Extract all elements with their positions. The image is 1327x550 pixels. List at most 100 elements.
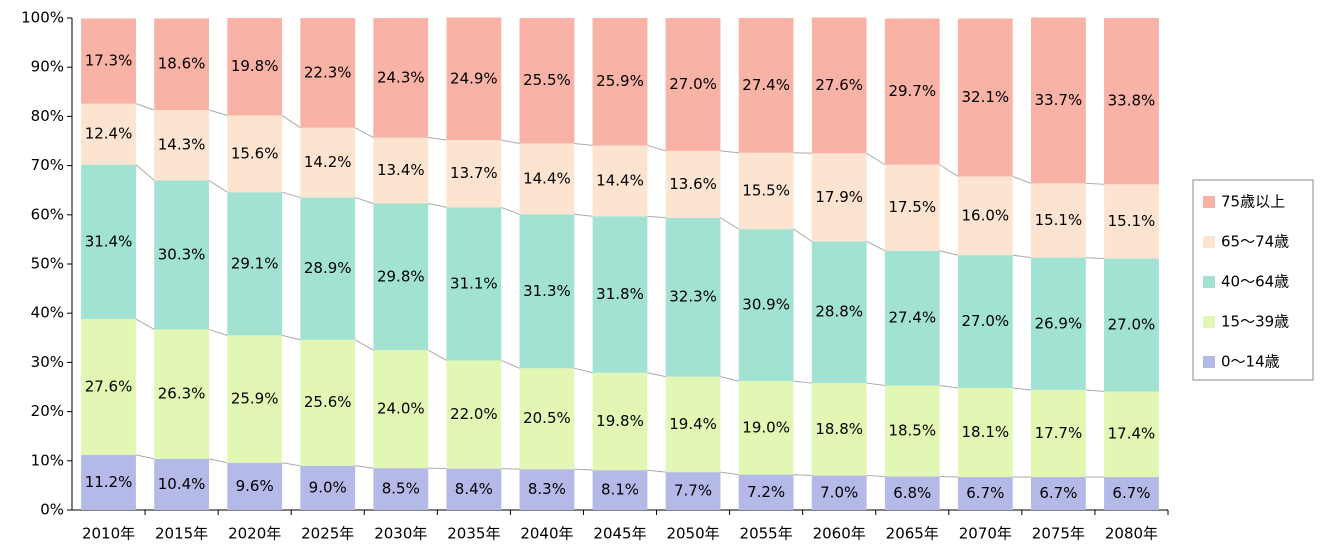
data-label: 30.3% bbox=[158, 245, 206, 263]
legend-label: 65〜74歳 bbox=[1221, 233, 1289, 251]
bar-segment bbox=[446, 468, 502, 510]
data-label: 28.8% bbox=[815, 303, 863, 321]
bar-segment bbox=[300, 197, 356, 340]
bar-segment bbox=[738, 381, 794, 475]
bar-segment bbox=[738, 229, 794, 382]
connector-line bbox=[720, 376, 739, 382]
bar-segment bbox=[957, 176, 1013, 256]
data-label: 6.8% bbox=[893, 484, 931, 502]
bar-segment bbox=[154, 180, 209, 330]
bar-segment bbox=[592, 145, 648, 217]
data-label: 19.4% bbox=[669, 415, 717, 433]
data-label: 31.1% bbox=[450, 274, 498, 292]
legend-swatch bbox=[1203, 356, 1215, 368]
y-tick-label: 90% bbox=[31, 58, 64, 76]
bar-segment bbox=[373, 350, 429, 469]
bar-segment bbox=[154, 458, 209, 510]
connector-line bbox=[574, 213, 593, 217]
bar-segment bbox=[738, 18, 794, 153]
bar-segment bbox=[884, 385, 940, 477]
connector-line bbox=[135, 103, 155, 111]
x-tick-label: 2015年 bbox=[155, 525, 208, 543]
connector-line bbox=[866, 475, 885, 478]
bar-segment bbox=[154, 110, 209, 181]
connector-line bbox=[428, 137, 447, 141]
connector-line bbox=[647, 469, 666, 473]
connector-line bbox=[1012, 254, 1032, 259]
connector-line bbox=[135, 164, 155, 181]
data-label: 17.4% bbox=[1108, 425, 1156, 443]
data-label: 14.4% bbox=[596, 171, 644, 189]
data-label: 7.7% bbox=[674, 482, 712, 500]
y-tick-label: 100% bbox=[21, 9, 64, 27]
connector-line bbox=[135, 454, 155, 460]
data-label: 12.4% bbox=[85, 125, 133, 143]
bar-segment bbox=[519, 368, 575, 470]
x-tick-label: 2010年 bbox=[82, 525, 135, 543]
bar-segment bbox=[665, 150, 721, 218]
connector-line bbox=[281, 191, 301, 199]
data-label: 14.3% bbox=[158, 136, 206, 154]
data-label: 31.4% bbox=[85, 232, 133, 250]
bar-segment bbox=[519, 18, 575, 144]
data-label: 27.0% bbox=[1108, 316, 1156, 334]
x-tick-label: 2070年 bbox=[959, 525, 1012, 543]
x-tick-label: 2060年 bbox=[813, 525, 866, 543]
data-label: 17.3% bbox=[85, 52, 133, 70]
bar-segment bbox=[519, 214, 575, 369]
data-label: 6.7% bbox=[966, 484, 1004, 502]
y-tick-label: 10% bbox=[31, 451, 64, 469]
bar-segment bbox=[884, 164, 940, 251]
connector-line bbox=[354, 339, 374, 351]
data-label: 8.1% bbox=[601, 481, 639, 499]
x-tick-label: 2050年 bbox=[666, 525, 719, 543]
data-label: 6.7% bbox=[1112, 484, 1150, 502]
x-tick-label: 2030年 bbox=[374, 525, 427, 543]
bar-segment bbox=[884, 250, 940, 386]
data-label: 18.5% bbox=[888, 422, 936, 440]
bar-segment bbox=[811, 153, 867, 242]
data-label: 13.7% bbox=[450, 164, 498, 182]
data-label: 14.2% bbox=[304, 153, 352, 171]
connector-line bbox=[720, 150, 739, 154]
bar-segment bbox=[81, 18, 136, 104]
data-label: 30.9% bbox=[742, 296, 790, 314]
bar-segment bbox=[592, 216, 648, 373]
y-tick-label: 80% bbox=[31, 107, 64, 125]
bar-segment bbox=[665, 18, 721, 151]
x-tick-label: 2035年 bbox=[447, 525, 500, 543]
data-label: 19.8% bbox=[596, 412, 644, 430]
legend-label: 0〜14歳 bbox=[1221, 353, 1280, 371]
connector-line bbox=[281, 334, 301, 341]
data-label: 22.3% bbox=[304, 63, 352, 81]
connector-line bbox=[281, 462, 301, 467]
connector-line bbox=[647, 372, 666, 378]
data-label: 10.4% bbox=[158, 475, 206, 493]
data-label: 25.9% bbox=[596, 72, 644, 90]
connector-line bbox=[574, 468, 593, 471]
connector-line bbox=[1085, 182, 1105, 185]
data-label: 8.3% bbox=[528, 480, 566, 498]
data-label: 15.1% bbox=[1035, 211, 1083, 229]
data-label: 33.7% bbox=[1035, 91, 1083, 109]
connector-line bbox=[574, 367, 593, 374]
bar-segment bbox=[446, 140, 502, 208]
data-label: 26.3% bbox=[158, 385, 206, 403]
data-label: 8.4% bbox=[455, 480, 493, 498]
bar-segment bbox=[227, 18, 283, 116]
legend-box bbox=[1192, 179, 1314, 381]
data-label: 28.9% bbox=[304, 259, 352, 277]
bar-segment bbox=[373, 137, 429, 204]
bar-segment bbox=[373, 18, 429, 138]
data-label: 27.6% bbox=[815, 76, 863, 94]
bar-segment bbox=[811, 383, 867, 476]
data-label: 15.5% bbox=[742, 181, 790, 199]
data-label: 18.6% bbox=[158, 55, 206, 73]
connector-line bbox=[354, 197, 374, 204]
data-label: 7.0% bbox=[820, 483, 858, 501]
data-label: 31.3% bbox=[523, 282, 571, 300]
connector-line bbox=[1085, 257, 1105, 260]
bar-segment bbox=[1104, 258, 1159, 392]
bar-segment bbox=[81, 454, 136, 510]
data-label: 6.7% bbox=[1039, 484, 1077, 502]
